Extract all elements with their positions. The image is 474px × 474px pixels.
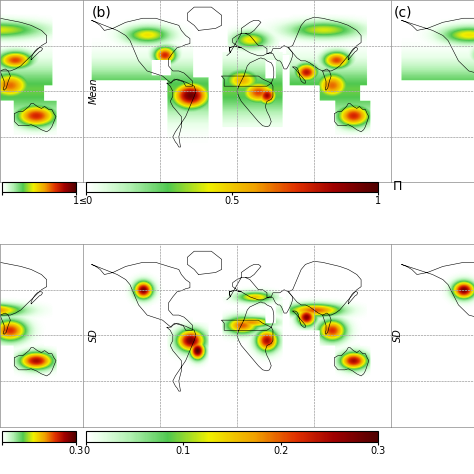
Text: (b): (b) xyxy=(92,6,112,19)
Text: χ: χ xyxy=(92,180,100,193)
Text: Π: Π xyxy=(392,180,402,193)
Text: SD: SD xyxy=(89,328,99,342)
Text: SD: SD xyxy=(392,328,403,342)
Text: (c): (c) xyxy=(393,6,412,19)
Text: Mean: Mean xyxy=(89,78,99,104)
